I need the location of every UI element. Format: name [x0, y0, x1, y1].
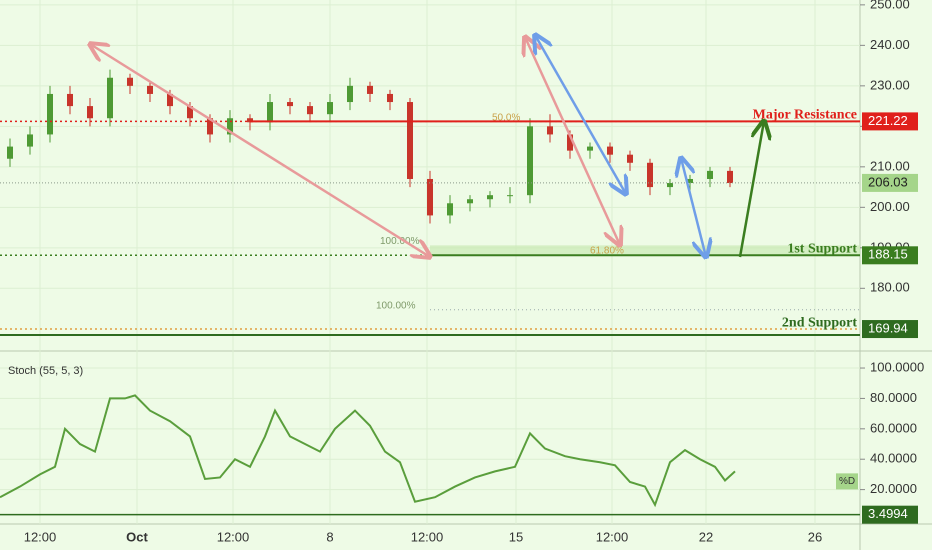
- candle-body: [47, 93, 53, 135]
- fib-label: 100.00%: [376, 300, 416, 311]
- candle-body: [587, 146, 593, 151]
- candle-body: [487, 195, 493, 200]
- x-tick-label: 12:00: [596, 529, 629, 544]
- arrow: [738, 121, 764, 258]
- candle-body: [147, 85, 153, 94]
- candle-body: [527, 126, 533, 196]
- y-tick-label: 40.0000: [870, 451, 917, 466]
- support-zone: [430, 245, 860, 256]
- y-tick-label: 240.00: [870, 37, 910, 52]
- candle-body: [127, 77, 133, 86]
- stoch-title: Stoch (55, 5, 3): [8, 365, 83, 377]
- candle-body: [367, 85, 373, 94]
- candle-body: [407, 102, 413, 179]
- stoch-level-label: 3.4994: [868, 506, 908, 521]
- x-tick-label: Oct: [126, 529, 148, 544]
- y-tick-label: 230.00: [870, 77, 910, 92]
- candle-body: [387, 93, 393, 103]
- y-tick-label: 100.0000: [870, 359, 924, 374]
- level-price-label: 221.22: [868, 113, 908, 128]
- candle-body: [547, 126, 553, 135]
- last-price-label-box: [862, 173, 918, 192]
- y-tick-label: 80.0000: [870, 390, 917, 405]
- stoch-line: [0, 394, 736, 508]
- candle-body: [427, 178, 433, 216]
- candle-body: [627, 154, 633, 163]
- candle-body: [27, 134, 33, 147]
- candle-body: [67, 93, 73, 107]
- x-tick-label: 12:00: [411, 529, 444, 544]
- candle-body: [507, 195, 513, 197]
- stoch-level-label-box: [862, 505, 918, 524]
- level-name: 2nd Support: [782, 315, 857, 330]
- candle-body: [287, 102, 293, 107]
- candle-body: [607, 146, 613, 155]
- candle-body: [727, 170, 733, 184]
- x-tick-label: 12:00: [217, 529, 250, 544]
- candle-body: [667, 183, 673, 188]
- level-price-label: 188.15: [868, 247, 908, 262]
- x-tick-label: 22: [699, 529, 713, 544]
- candle-body: [327, 102, 333, 115]
- candle-body: [707, 170, 713, 179]
- candle-body: [87, 106, 93, 119]
- legend-box: [836, 473, 858, 490]
- candle-body: [467, 199, 473, 204]
- candle-body: [347, 85, 353, 103]
- level-price-label-box: [862, 320, 918, 339]
- y-tick-label: 180.00: [870, 280, 910, 295]
- candle-body: [107, 77, 113, 119]
- candle-body: [267, 102, 273, 123]
- x-tick-label: 12:00: [24, 529, 57, 544]
- level-price-label: 169.94: [868, 320, 908, 335]
- arrow: [90, 44, 430, 257]
- fib-label: 50.0%: [492, 113, 520, 124]
- arrow: [535, 35, 626, 194]
- level-name: 1st Support: [787, 242, 857, 257]
- x-tick-label: 26: [808, 529, 822, 544]
- y-tick-label: 60.0000: [870, 420, 917, 435]
- arrow: [681, 158, 706, 257]
- candle-body: [647, 162, 653, 188]
- candle-body: [447, 203, 453, 216]
- level-price-label-box: [862, 112, 918, 131]
- y-tick-label: 250.00: [870, 0, 910, 11]
- legend-label: %D: [839, 476, 855, 487]
- last-price-label: 206.03: [868, 174, 908, 189]
- y-tick-label: 200.00: [870, 199, 910, 214]
- x-tick-label: 15: [509, 529, 523, 544]
- y-tick-label: 210.00: [870, 158, 910, 173]
- candle-body: [7, 146, 13, 159]
- x-tick-label: 8: [326, 529, 333, 544]
- level-price-label-box: [862, 246, 918, 265]
- y-tick-label: 20.0000: [870, 481, 917, 496]
- level-name: Major Resistance: [753, 108, 857, 123]
- candle-body: [307, 106, 313, 115]
